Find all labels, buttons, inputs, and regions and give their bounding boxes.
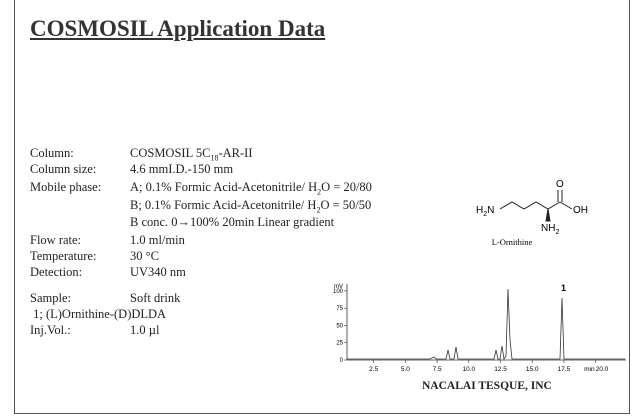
condition-label: Column size: <box>30 162 97 176</box>
sample-value: 1.0 µl <box>130 323 160 337</box>
text-segment: UV340 nm <box>130 265 186 279</box>
footer: NACALAI TESQUE, INC <box>422 380 552 392</box>
text-segment: 30 °C <box>130 249 159 263</box>
y-tick-label: 100 <box>333 289 344 295</box>
condition-row: Flow rate: 1.0 ml/min <box>30 233 185 248</box>
text-segment: 1.0 ml/min <box>130 233 185 247</box>
condition-row: Column size: 4.6 mmI.D.-150 mm <box>30 162 233 177</box>
condition-label: Temperature: <box>30 249 97 263</box>
sample-label: Inj.Vol.: <box>30 323 71 337</box>
text-segment: 4.6 mmI.D.-150 mm <box>130 162 234 176</box>
condition-label: Detection: <box>30 265 83 279</box>
x-tick-label: 17.5 <box>558 366 571 373</box>
sample-row: Sample: Soft drink <box>30 291 180 306</box>
condition-label: Mobile phase: <box>30 180 102 194</box>
condition-row: B conc. 0→100% 20min Linear gradient <box>30 215 334 230</box>
compound-name: L-Ornithine <box>492 237 533 247</box>
sample-label: Sample: <box>30 291 71 305</box>
text-segment: O = 50/50 <box>320 198 372 212</box>
condition-value: B; 0.1% Formic Acid-Acetonitrile/ H2O = … <box>130 198 372 215</box>
sample-value: Soft drink <box>130 291 181 305</box>
text-segment: 18 <box>210 153 219 163</box>
hydroxyl: OH <box>573 205 588 216</box>
condition-value: COSMOSIL 5C18-AR-II <box>130 146 253 163</box>
amine: H2N <box>476 205 494 218</box>
text-segment: -AR-II <box>218 146 253 160</box>
x-tick-label: 2.5 <box>369 366 378 373</box>
condition-row: Detection: UV340 nm <box>30 265 186 280</box>
condition-label: Column: <box>30 146 74 160</box>
x-tick-label: 5.0 <box>401 366 410 373</box>
condition-value: UV340 nm <box>130 265 186 279</box>
condition-row: B; 0.1% Formic Acid-Acetonitrile/ H2O = … <box>30 198 371 215</box>
text-segment: COSMOSIL 5C <box>130 146 211 160</box>
x-tick-label: 7.5 <box>433 366 442 373</box>
text-segment: A; 0.1% Formic Acid-Acetonitrile/ H <box>130 180 318 194</box>
text-segment: B conc. 0→100% 20min Linear gradient <box>130 215 335 229</box>
x-tick-label: 20.0 <box>596 366 609 373</box>
condition-label: Flow rate: <box>30 233 82 247</box>
condition-value: 1.0 ml/min <box>130 233 185 247</box>
y-tick-label: 75 <box>336 306 343 312</box>
wedge <box>545 208 551 222</box>
condition-row: Column: COSMOSIL 5C18-AR-II <box>30 146 252 163</box>
x-tick-label: 10.0 <box>462 366 475 373</box>
alpha-amine: NH2 <box>541 223 559 236</box>
condition-value: B conc. 0→100% 20min Linear gradient <box>130 215 334 229</box>
text-segment: B; 0.1% Formic Acid-Acetonitrile/ H <box>130 198 317 212</box>
y-tick-label: 50 <box>336 323 343 329</box>
sample-row: Inj.Vol.: 1.0 µl <box>30 323 159 338</box>
condition-row: Mobile phase: A; 0.1% Formic Acid-Acetoni… <box>30 180 372 197</box>
sample-row: 1; (L)Ornithine-(D)DLDA <box>30 307 166 322</box>
condition-value: 30 °C <box>130 249 159 263</box>
y-unit: mV <box>334 284 343 290</box>
trace <box>347 288 625 361</box>
y-tick-label: 0 <box>340 358 344 364</box>
bond <box>559 201 573 210</box>
x-unit: min <box>584 366 595 373</box>
condition-value: A; 0.1% Formic Acid-Acetonitrile/ H2O = … <box>130 180 372 197</box>
condition-value: 4.6 mmI.D.-150 mm <box>130 162 233 176</box>
frame <box>14 0 630 414</box>
text-segment: 2 <box>317 187 322 197</box>
text-segment: O = 20/80 <box>321 180 372 194</box>
title: COSMOSIL Application Data <box>30 16 326 41</box>
carbonyl-o: O <box>556 179 564 190</box>
structure <box>499 190 573 222</box>
y-tick-label: 25 <box>336 341 343 347</box>
condition-row: Temperature: 30 °C <box>30 249 159 264</box>
text-segment: 2 <box>316 205 321 215</box>
x-tick-label: 12.5 <box>494 366 507 373</box>
sample-label: 1; (L)Ornithine-(D)DLDA <box>30 307 167 321</box>
chain <box>499 201 561 210</box>
x-tick-label: 15.0 <box>526 366 539 373</box>
peak-label: 1 <box>561 283 566 293</box>
